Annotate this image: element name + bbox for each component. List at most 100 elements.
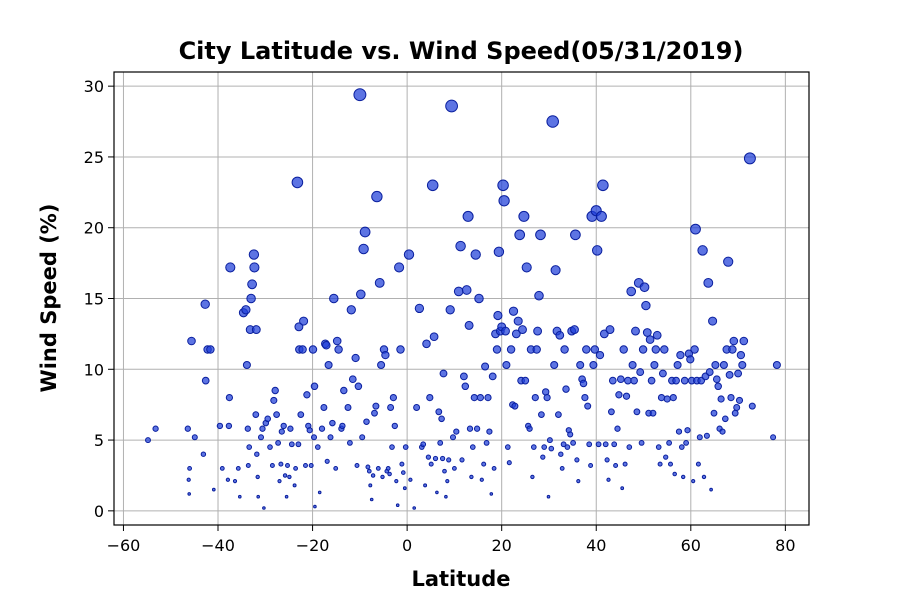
data-point [497,179,509,192]
data-point [584,402,592,410]
data-point [320,404,328,411]
data-point [658,369,667,378]
data-point [394,262,405,273]
data-point [711,360,720,370]
data-point [657,461,663,467]
data-point [488,372,497,381]
x-tick-label: 20 [492,536,512,555]
data-point [310,434,318,441]
data-point [381,350,390,360]
y-tick-label: 10 [84,360,104,379]
data-point [414,303,425,314]
data-point [444,494,448,499]
data-point [262,506,266,510]
data-point [244,425,251,432]
data-point [564,444,571,450]
data-point [534,290,544,301]
data-point [543,393,551,402]
data-point [481,362,490,371]
data-point [348,375,357,384]
data-point [562,385,570,393]
data-point [511,402,519,410]
data-point [738,360,747,370]
data-point [595,441,602,448]
data-point [484,393,492,402]
data-point [400,470,406,475]
data-point [703,432,710,439]
x-tick-label: −20 [296,536,330,555]
data-point [295,441,302,448]
data-point [359,434,366,441]
data-point [412,506,417,510]
data-point [324,458,330,464]
data-point [748,402,756,410]
data-point [366,468,372,474]
data-point [469,474,474,480]
data-point [298,345,307,354]
data-point [287,425,294,432]
data-point [641,300,651,311]
data-point [425,454,432,460]
data-point [353,88,367,102]
data-point [200,299,210,309]
data-point [420,441,427,448]
data-point [697,245,708,256]
data-point [626,286,637,297]
data-point [264,415,272,423]
data-point [313,504,317,509]
data-point [620,486,625,491]
data-point [280,422,287,430]
data-point [249,262,260,273]
data-point [546,115,559,128]
data-point [333,465,339,471]
data-point [690,223,701,235]
data-point [439,369,448,378]
data-point [518,210,530,222]
data-point [555,330,565,340]
data-point [579,379,588,388]
data-point [282,473,288,478]
data-point [257,434,265,441]
data-point [526,425,533,432]
data-point [555,411,562,418]
y-tick-label: 5 [94,431,104,450]
data-point [251,325,261,335]
data-point [595,350,605,360]
data-point [346,305,356,315]
data-point [278,461,284,467]
data-point [346,439,353,446]
data-point [710,409,718,417]
data-point [642,328,652,337]
data-point [582,345,591,354]
data-point [470,393,478,402]
x-axis-label: Latitude [411,567,510,591]
data-point [631,326,640,336]
data-point [602,441,609,448]
data-point [493,246,505,258]
data-point [464,320,474,330]
data-point [429,332,439,342]
data-point [423,483,428,488]
data-point [354,463,360,468]
data-point [717,395,725,403]
data-point [232,479,238,484]
data-point [446,457,452,463]
data-point [498,195,510,207]
data-point [624,376,632,385]
data-point [638,345,648,354]
x-tick-label: 80 [775,536,795,555]
data-point [681,474,686,480]
y-tick-label: 25 [84,148,104,167]
data-point [363,418,370,425]
data-point [206,345,215,354]
data-point [725,370,734,379]
data-point [402,444,409,450]
data-point [511,329,521,339]
data-point [369,497,374,502]
data-point [491,465,497,471]
data-point [675,428,683,435]
data-point [225,477,231,482]
data-point [403,249,415,260]
data-point [611,441,618,448]
